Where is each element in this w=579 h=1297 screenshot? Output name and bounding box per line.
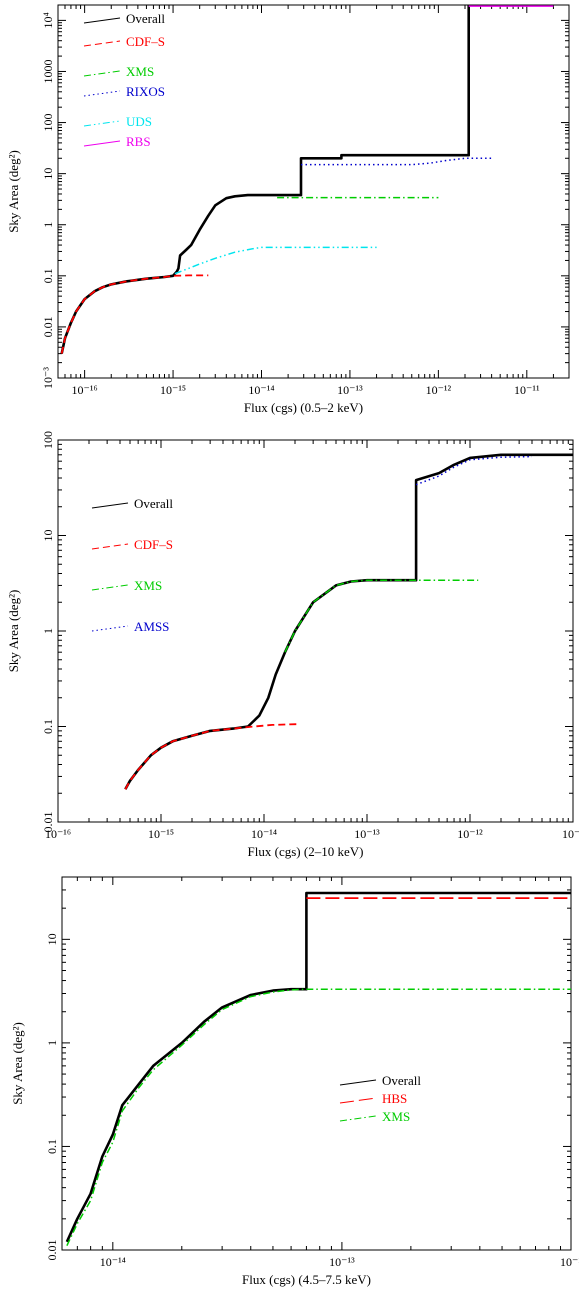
x-tick-label: 10⁻¹⁴: [248, 383, 274, 397]
x-tick-label: 10⁻¹⁴: [251, 827, 277, 841]
y-tick-label: 10: [41, 530, 55, 542]
y-axis-label: Sky Area (deg²): [6, 150, 21, 233]
plot-frame: [57, 4, 570, 379]
x-tick-label: 10⁻¹⁴: [100, 1255, 126, 1269]
legend: Overall CDF–S XMS AMSS: [91, 496, 173, 634]
legend-swatch: [83, 140, 121, 147]
x-tick-label: 10⁻¹⁵: [160, 383, 186, 397]
legend-swatch: [91, 502, 129, 509]
y-tick-label: 100: [41, 431, 55, 449]
legend-swatch: [83, 40, 121, 47]
y-axis-label: Sky Area (deg²): [10, 1022, 25, 1105]
y-tick-label: 1000: [41, 59, 55, 83]
chart-panel-3: 10⁻¹⁴ 10⁻¹³ 10⁻¹ 0.01 0.1 1 10 Flux (cgs) (4.5–…: [10, 876, 579, 1287]
series-line-xms: [284, 579, 479, 653]
legend-swatch: [339, 1097, 377, 1104]
x-tick-label: 10⁻¹⁶: [72, 383, 98, 397]
legend-swatch: [339, 1115, 377, 1122]
legend-swatch: [83, 120, 121, 127]
legend-swatch: [83, 90, 121, 97]
series-line-cdf-s: [124, 723, 300, 790]
series-line-xms: [66, 988, 571, 1247]
series-line-overall: [60, 5, 554, 354]
legend-label: RBS: [126, 134, 151, 149]
legend-label: RIXOS: [126, 84, 165, 99]
y-tick-label: 1: [45, 1040, 59, 1046]
y-tick-label: 0.1: [41, 268, 55, 283]
legend-label: UDS: [126, 114, 152, 129]
plot-frame: [61, 876, 572, 1251]
x-tick-label: 10⁻¹⁵: [148, 827, 174, 841]
legend-swatch: [339, 1079, 377, 1086]
y-tick-label: 100: [41, 114, 55, 132]
x-tick-label: 10⁻¹⁶: [45, 827, 71, 841]
legend-label: CDF–S: [134, 537, 173, 552]
legend: Overall HBS XMS: [339, 1073, 421, 1124]
x-axis-label: Flux (cgs) (2–10 keV): [248, 844, 364, 859]
x-tick-label: 10⁻¹²: [426, 383, 452, 397]
x-tick-label: 10⁻¹: [562, 827, 579, 841]
legend-label: CDF–S: [126, 34, 165, 49]
x-tick-label: 10⁻¹¹: [514, 383, 540, 397]
legend-label: XMS: [126, 64, 154, 79]
y-axis-label: Sky Area (deg²): [6, 590, 21, 673]
y-tick-label: 0.01: [41, 812, 55, 833]
legend-label: XMS: [382, 1109, 410, 1124]
x-tick-label: 10⁻¹³: [354, 827, 380, 841]
x-tick-label: 10⁻¹³: [329, 1255, 355, 1269]
series-line-overall: [65, 891, 571, 1243]
legend-swatch: [83, 17, 121, 24]
y-tick-label: 0.1: [41, 719, 55, 734]
chart-panel-2: 10⁻¹⁶ 10⁻¹⁵ 10⁻¹⁴ 10⁻¹³ 10⁻¹² 10⁻¹ 0.01 0.1 1 10 1…: [6, 431, 579, 859]
y-tick-label: 10: [41, 168, 55, 180]
legend-label: Overall: [382, 1073, 421, 1088]
legend-swatch: [91, 543, 129, 550]
legend-label: Overall: [134, 496, 173, 511]
legend: Overall CDF–S XMS RIXOS UDS RBS: [83, 11, 165, 149]
legend-swatch: [91, 625, 129, 632]
y-tick-label: 10⁴: [41, 12, 55, 28]
y-tick-label: 10⁻³: [41, 367, 55, 389]
legend-label: Overall: [126, 11, 165, 26]
legend-swatch: [91, 584, 129, 591]
legend-label: XMS: [134, 578, 162, 593]
x-tick-label: 10⁻¹: [560, 1255, 579, 1269]
y-tick-label: 1: [41, 222, 55, 228]
legend-label: AMSS: [134, 619, 169, 634]
x-axis-label: Flux (cgs) (0.5–2 keV): [244, 400, 363, 415]
y-tick-label: 0.01: [45, 1240, 59, 1261]
series-line-overall: [124, 453, 573, 790]
legend-swatch: [83, 70, 121, 77]
legend-label: HBS: [382, 1091, 407, 1106]
series-line-amss: [415, 455, 533, 486]
x-tick-label: 10⁻¹²: [457, 827, 483, 841]
y-tick-label: 0.1: [45, 1139, 59, 1154]
y-tick-label: 1: [41, 628, 55, 634]
y-tick-label: 0.01: [41, 316, 55, 337]
y-tick-label: 10: [45, 933, 59, 945]
series-line-cdf-s: [60, 274, 209, 354]
x-tick-label: 10⁻¹³: [337, 383, 363, 397]
chart-panel-1: 10⁻¹⁶ 10⁻¹⁵ 10⁻¹⁴ 10⁻¹³ 10⁻¹² 10⁻¹¹ 10⁻³ 0.01 0.…: [6, 4, 570, 415]
series-line-uds: [174, 246, 377, 275]
x-axis-label: Flux (cgs) (4.5–7.5 keV): [242, 1272, 371, 1287]
